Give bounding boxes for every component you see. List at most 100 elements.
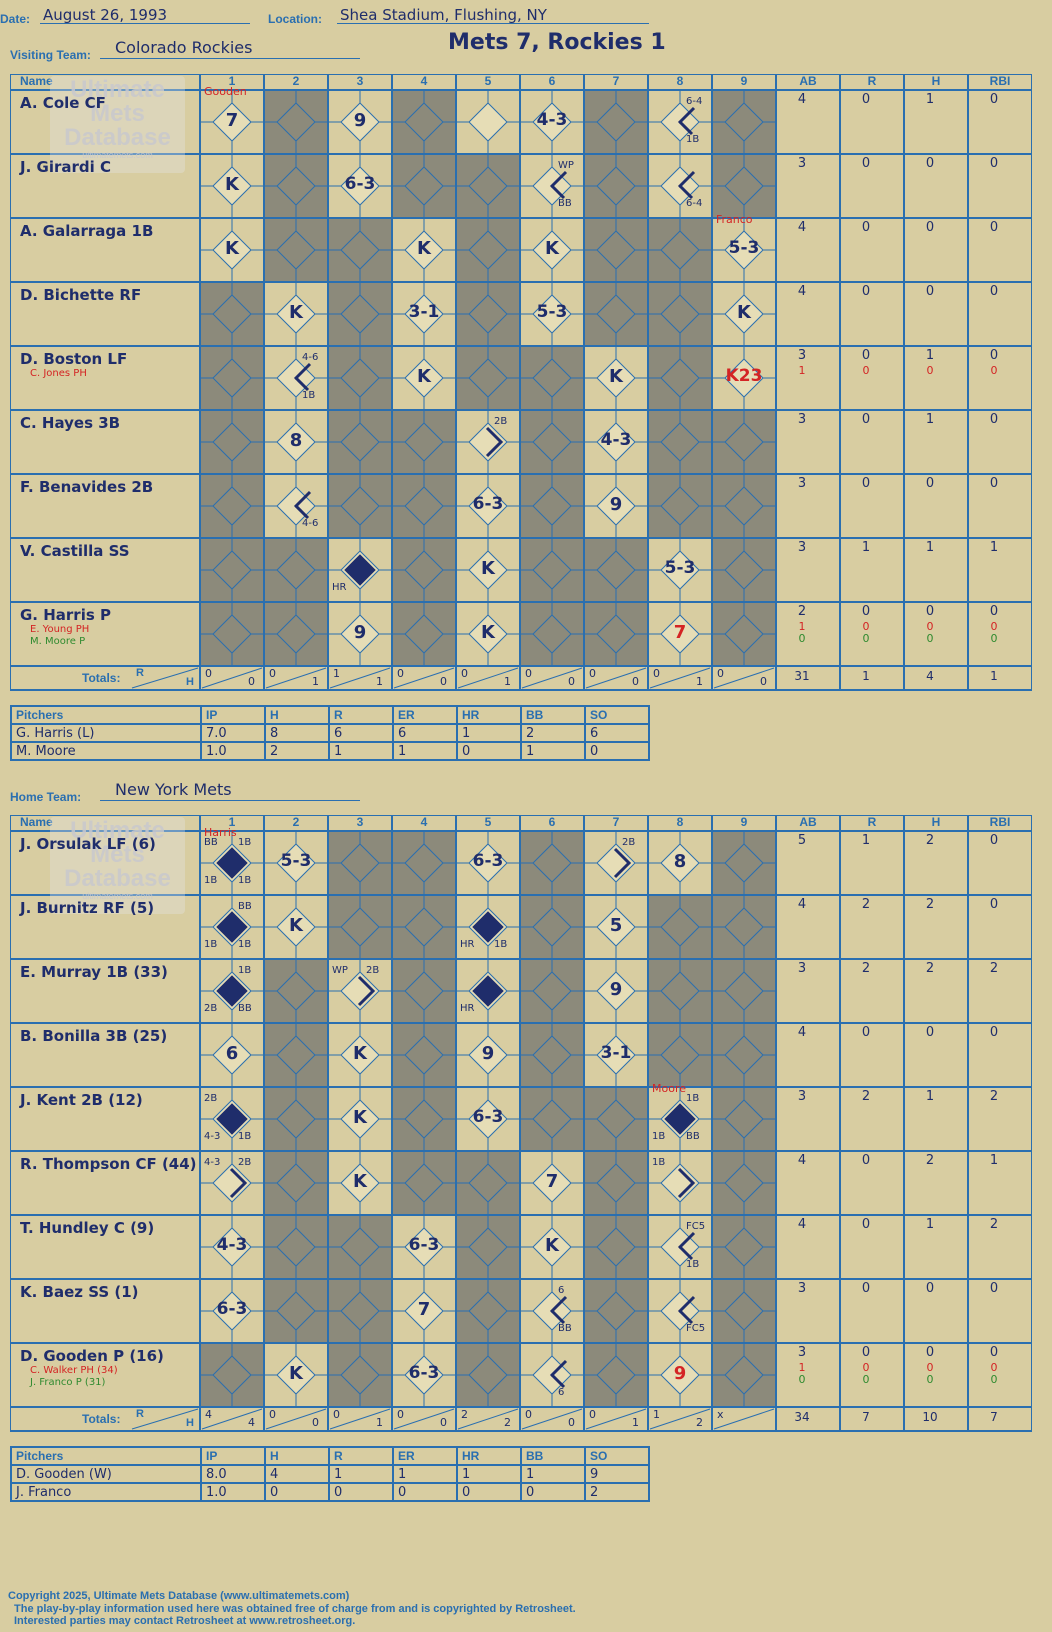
stat-ab: 3 <box>797 348 807 363</box>
inning-hits: 1 <box>376 1416 383 1429</box>
base-diamond <box>724 1099 764 1139</box>
play-result: K23 <box>725 366 763 386</box>
pitcher-row: J. Franco 1.0 0 0 0 0 0 2 <box>10 1482 650 1502</box>
home-pitching-table: Pitchers IP H R ER HR BB SO D. Gooden (W) 8.0 4 1 1 1… <box>10 1446 650 1502</box>
stat-ab: 3 <box>797 1345 807 1360</box>
total-h: 4 <box>926 669 934 683</box>
play-result: 6-3 <box>472 851 504 871</box>
play-annotation: 6 <box>558 1387 565 1398</box>
col-header-ab: AB <box>799 74 817 88</box>
pitcher-stat: 8 <box>264 723 330 743</box>
stat-r: 2 <box>861 1089 871 1104</box>
play-result: 6-3 <box>472 1107 504 1127</box>
play-annotation: BB <box>558 198 572 209</box>
stat-rbi: 1 <box>989 1153 999 1168</box>
pitcher-stat: 0 <box>264 1482 330 1502</box>
pitching-header-row: Pitchers IP H R ER HR BB SO <box>10 705 650 725</box>
base-diamond <box>724 1227 764 1267</box>
base-diamond <box>532 486 572 526</box>
totals-slash <box>265 667 327 689</box>
stat-r: 1 <box>861 540 871 555</box>
sub-stat: 0 <box>926 1373 934 1386</box>
stat-r: 0 <box>861 1153 871 1168</box>
base-diamond <box>340 971 380 1011</box>
play-annotation: 2B <box>366 965 380 976</box>
footer-line-3: Interested parties may contact Retroshee… <box>14 1615 356 1627</box>
stat-r: 0 <box>861 412 871 427</box>
play-result: 4-3 <box>536 110 568 130</box>
stat-ab: 3 <box>797 476 807 491</box>
sub-stat: 1 <box>798 620 806 633</box>
pitcher-stat: 1 <box>328 1464 394 1484</box>
watermark-line1: Ultimate <box>70 817 165 844</box>
play-annotation: 1B <box>238 875 252 886</box>
col-header-inning-2: 2 <box>292 74 300 88</box>
base-diamond <box>404 971 444 1011</box>
basepath-mark <box>677 1231 696 1250</box>
stat-ab: 3 <box>797 412 807 427</box>
game-date: August 26, 1993 <box>43 6 168 24</box>
run-scored-diamond <box>664 1103 696 1135</box>
play-annotation: BB <box>686 1131 700 1142</box>
stat-h: 1 <box>925 1089 935 1104</box>
run-scored-diamond <box>344 554 376 586</box>
sub-stat: 1 <box>798 1361 806 1374</box>
pitching-header-cell: H <box>264 705 330 725</box>
base-diamond <box>340 422 380 462</box>
inning-hits: 0 <box>568 1416 575 1429</box>
base-diamond <box>276 166 316 206</box>
total-h: 10 <box>922 1410 938 1424</box>
total-r: 1 <box>862 669 870 683</box>
play-annotation: 2B <box>622 837 636 848</box>
play-annotation: 6-4 <box>686 96 703 107</box>
base-diamond <box>212 550 252 590</box>
play-result: K <box>609 366 623 387</box>
run-scored-diamond <box>216 847 248 879</box>
basepath-mark <box>677 1295 696 1314</box>
home-scorecard: Name 1 2 3 4 5 6 7 8 9 AB R H RBI Ultimate Mets Database… <box>10 815 1032 1435</box>
play-annotation: 6 <box>558 1285 565 1296</box>
base-diamond <box>468 102 508 142</box>
play-result: 5 <box>609 915 623 936</box>
pitching-header-cell: SO <box>584 1446 650 1466</box>
player-name: E. Murray 1B (33) <box>20 963 168 981</box>
play-result: 6-3 <box>408 1363 440 1383</box>
watermark-line3: Database <box>64 865 171 892</box>
base-diamond <box>276 843 316 883</box>
base-diamond <box>532 843 572 883</box>
inning-hits: 1 <box>632 1416 639 1429</box>
base-diamond <box>532 294 572 334</box>
base-diamond <box>340 614 380 654</box>
pitcher-row: M. Moore 1.0 2 1 1 0 1 0 <box>10 741 650 761</box>
inning-runs: 0 <box>525 667 532 680</box>
base-diamond <box>596 1163 636 1203</box>
play-annotation: FC5 <box>686 1221 706 1232</box>
watermark-url: ultimatemets.com <box>82 150 153 160</box>
base-diamond <box>532 1163 572 1203</box>
base-diamond <box>212 1227 252 1267</box>
pitcher-change-note: Gooden <box>204 85 247 98</box>
base-diamond <box>660 486 700 526</box>
base-diamond <box>468 1355 508 1395</box>
stat-ab: 4 <box>797 92 807 107</box>
basepath-mark <box>678 1245 694 1261</box>
play-result: 9 <box>353 622 367 643</box>
base-diamond <box>276 1099 316 1139</box>
totals-slash <box>393 1408 455 1430</box>
stat-rbi: 0 <box>989 220 999 235</box>
pitcher-stat: 7.0 <box>200 723 266 743</box>
stat-ab: 4 <box>797 1217 807 1232</box>
play-annotation: 4-3 <box>204 1157 221 1168</box>
inning-hits: 1 <box>312 675 319 688</box>
base-diamond <box>276 614 316 654</box>
base-diamond <box>276 102 316 142</box>
basepath-mark <box>294 376 310 392</box>
base-diamond <box>404 550 444 590</box>
inning-runs: 0 <box>589 1408 596 1421</box>
inning-hits: 0 <box>312 1416 319 1429</box>
base-diamond <box>276 294 316 334</box>
pitcher-name: G. Harris (L) <box>10 723 202 743</box>
basepath-mark <box>550 1373 566 1389</box>
base-diamond <box>340 1035 380 1075</box>
col-header-inning-4: 4 <box>420 74 428 88</box>
